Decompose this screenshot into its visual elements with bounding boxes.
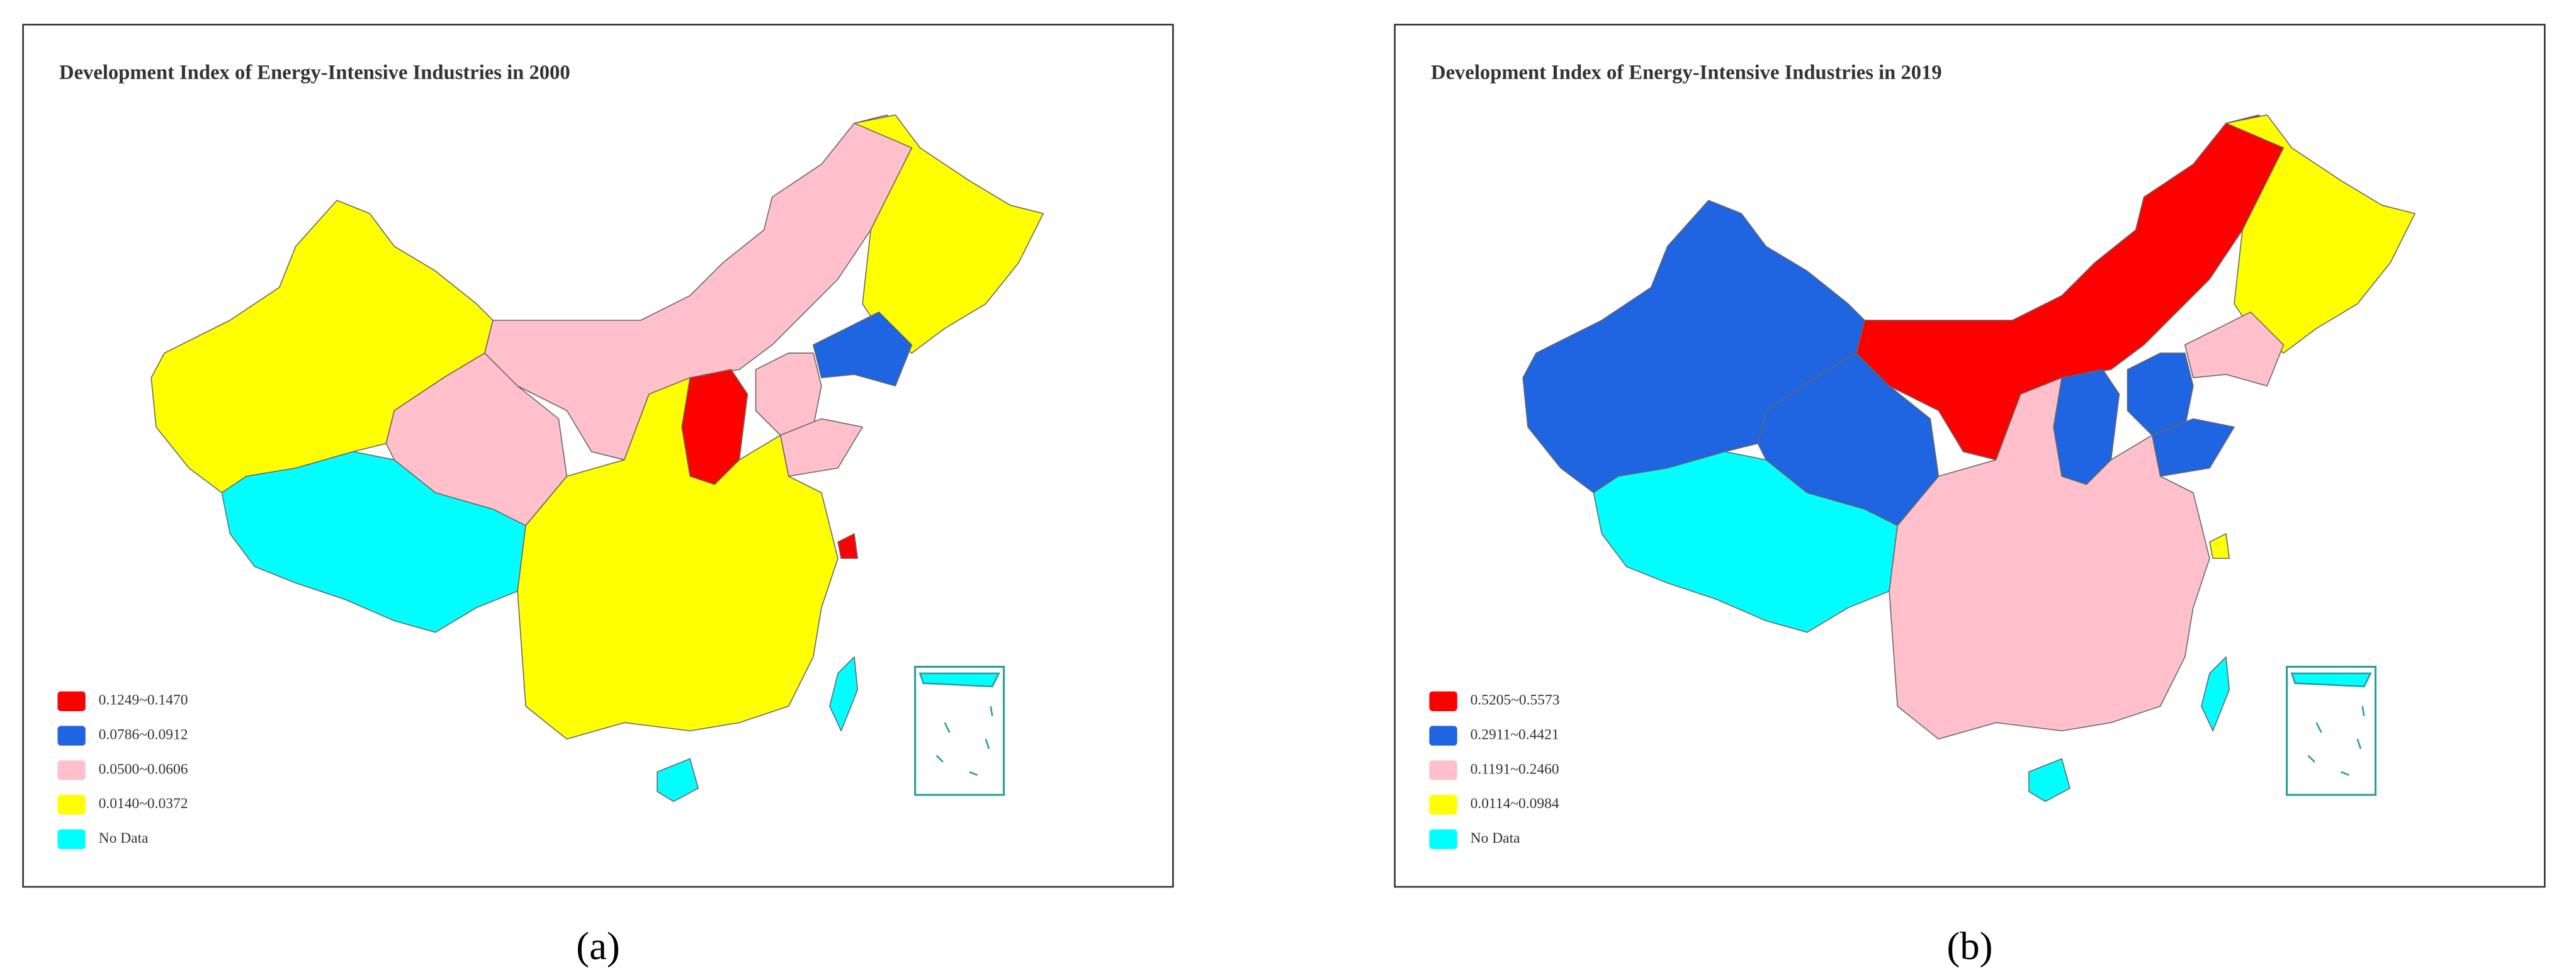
legend-label: 0.2911~0.4421	[1471, 726, 1559, 743]
taiwan	[2201, 656, 2230, 732]
map-panel: Development Index of Energy-Intensive In…	[22, 23, 1174, 968]
taiwan	[829, 656, 859, 732]
central-south	[1889, 377, 2210, 740]
shanghai	[2209, 533, 2230, 559]
legend-label: 0.0500~0.0606	[99, 761, 188, 777]
map-panel: Development Index of Energy-Intensive In…	[1394, 23, 2546, 968]
panel-label: (a)	[576, 924, 620, 968]
northeast	[854, 114, 1044, 354]
legend-label: 0.1191~0.2460	[1471, 761, 1559, 777]
inset-frame	[2286, 665, 2377, 796]
legend-label: 0.5205~0.5573	[1471, 692, 1560, 709]
qinghai	[385, 352, 568, 526]
hebei	[755, 352, 822, 436]
legend-swatch	[1429, 829, 1457, 850]
legend-label: No Data	[99, 830, 149, 846]
hainan	[657, 758, 699, 802]
legend-swatch	[57, 795, 86, 815]
legend-label: 0.0114~0.0984	[1471, 795, 1559, 812]
central-south	[517, 377, 839, 740]
legend-swatch	[57, 691, 86, 711]
legend-swatch	[1429, 726, 1457, 746]
legend-swatch	[1429, 795, 1457, 815]
legend-swatch	[57, 760, 86, 780]
liaoning	[2184, 312, 2285, 387]
inset-islands	[2290, 672, 2372, 776]
legend-label: No Data	[1471, 830, 1520, 846]
legend-label: 0.0140~0.0372	[99, 795, 188, 812]
map-title: Development Index of Energy-Intensive In…	[59, 61, 570, 84]
liaoning	[813, 312, 913, 387]
legend-swatch	[57, 726, 86, 746]
legend-label: 0.1249~0.1470	[99, 692, 188, 709]
panel-label: (b)	[1946, 924, 1992, 968]
qinghai	[1757, 352, 1940, 526]
legend-swatch	[1429, 760, 1457, 780]
map-title: Development Index of Energy-Intensive In…	[1431, 61, 1942, 84]
legend-label: 0.0786~0.0912	[99, 726, 188, 743]
legend-swatch	[57, 829, 86, 850]
inset-frame	[914, 665, 1005, 796]
hainan	[2028, 758, 2070, 802]
hebei	[2127, 352, 2194, 436]
inset-islands	[918, 672, 1000, 776]
northeast	[2225, 114, 2415, 354]
shanghai	[837, 533, 859, 559]
legend-swatch	[1429, 691, 1457, 711]
